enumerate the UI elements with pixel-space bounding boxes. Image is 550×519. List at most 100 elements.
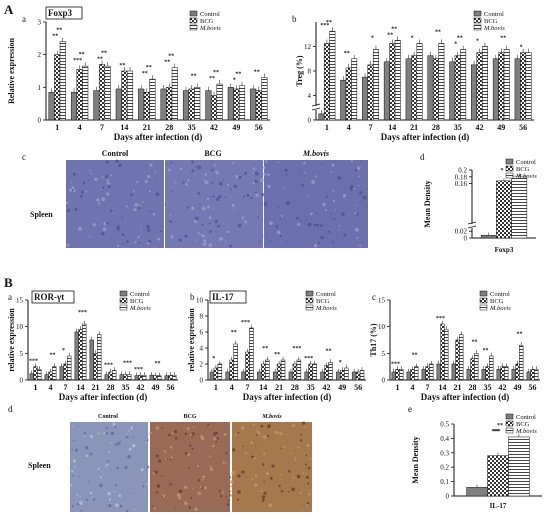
bar-control [436, 363, 441, 381]
x-tick-label: 56 [167, 383, 175, 392]
y-tick-label: 0 [446, 493, 450, 501]
legend-label: Control [516, 159, 536, 166]
histology-texture [233, 184, 238, 189]
histology-a: Spleen Control BCG M.bovis [30, 149, 368, 248]
histology-texture [136, 181, 139, 184]
histology-texture [228, 494, 231, 496]
histology-texture [76, 502, 80, 506]
histology-texture [237, 474, 241, 478]
x-tick-label: 49 [514, 383, 522, 392]
histology-texture [326, 195, 329, 198]
histology-texture [169, 458, 172, 461]
histology-texture [294, 458, 297, 461]
histology-texture [231, 471, 235, 475]
histology-texture [194, 507, 198, 512]
histology-texture [225, 462, 228, 465]
histology-texture [105, 426, 108, 430]
histology-texture [253, 167, 256, 170]
y-tick-label: 0.02 [455, 228, 468, 236]
significance-mark: *** [29, 359, 38, 365]
bar-control [119, 374, 124, 381]
bar-bcg [213, 367, 219, 381]
histology-texture [354, 204, 356, 206]
bar-control [115, 88, 122, 121]
histology-texture [265, 471, 270, 476]
histology-texture [142, 485, 145, 488]
axis-break [312, 106, 320, 110]
histology-texture [257, 216, 259, 219]
histology-texture [291, 487, 296, 492]
x-tick-label: 28 [469, 383, 477, 392]
bar-bcg [93, 353, 98, 381]
histology-texture [262, 166, 266, 169]
histology-texture [332, 199, 335, 203]
histology-texture [103, 432, 106, 435]
sub-letter-d: d [420, 152, 425, 162]
histology-b: Spleen Control BCG M.bovis [28, 414, 312, 513]
histology-b-col-bcg: BCG [183, 414, 196, 420]
bar-mbovis [157, 375, 162, 381]
histology-texture [130, 426, 134, 430]
bar-bcg [63, 363, 68, 381]
bar-bcg [76, 69, 83, 121]
x-tick-label: 49 [338, 383, 346, 392]
legend-swatch [479, 290, 488, 297]
histology-texture [253, 457, 256, 460]
bar-control [48, 91, 55, 121]
histology-texture [105, 160, 109, 164]
legend-swatch [305, 304, 314, 311]
x-tick-label: 56 [519, 123, 527, 132]
x-tick-label: 35 [188, 123, 196, 132]
bar-bcg [33, 366, 38, 381]
bar-bcg [255, 90, 262, 121]
x-tick-label: 28 [165, 123, 173, 132]
y-tick-label: 6 [200, 329, 204, 337]
histology-texture [292, 476, 295, 479]
histology-texture [110, 174, 113, 177]
bar-mbovis [312, 363, 317, 381]
bar-bcg [367, 64, 374, 121]
histology-texture [160, 474, 163, 477]
histology-a-image-mbovis [264, 160, 368, 248]
histology-texture [255, 446, 257, 448]
histology-texture [242, 198, 244, 200]
histology-texture [108, 498, 112, 501]
histology-texture [95, 504, 97, 506]
significance-mark: * [501, 168, 504, 174]
histology-texture [161, 427, 163, 430]
y-axis-label: Treg (%) [295, 55, 304, 86]
x-tick-label: 35 [122, 383, 130, 392]
x-tick-label: 7 [100, 123, 104, 132]
histology-texture [113, 425, 117, 429]
histology-texture [192, 488, 194, 490]
y-tick-label: 1 [38, 84, 42, 92]
legend-swatch [505, 158, 514, 165]
histology-texture [187, 206, 190, 209]
histology-texture [277, 206, 280, 208]
significance-mark: ** [483, 348, 489, 354]
bar-control [492, 58, 499, 121]
histology-texture [106, 192, 110, 196]
legend-label: BCG [516, 421, 530, 428]
histology-texture [218, 181, 223, 186]
histology-texture [115, 503, 119, 508]
histology-texture [153, 507, 156, 510]
x-axis-label: IL-17 [490, 502, 507, 510]
histology-texture [307, 195, 309, 198]
histology-texture [187, 179, 190, 182]
histology-texture [255, 474, 258, 477]
histology-texture [256, 433, 259, 436]
histology-a-col-bcg: BCG [204, 149, 221, 158]
histology-texture [303, 426, 306, 428]
histology-texture [229, 476, 232, 479]
histology-a-image-bcg [165, 160, 263, 248]
histology-texture [169, 446, 173, 449]
significance-mark: ** [387, 32, 393, 38]
bar-mbovis [261, 77, 268, 121]
histology-texture [246, 193, 250, 198]
histology-texture [208, 230, 212, 233]
legend-label: BCG [200, 18, 214, 25]
significance-mark: ** [235, 72, 241, 78]
legend-swatch [473, 10, 482, 17]
x-tick-label: 42 [476, 123, 484, 132]
